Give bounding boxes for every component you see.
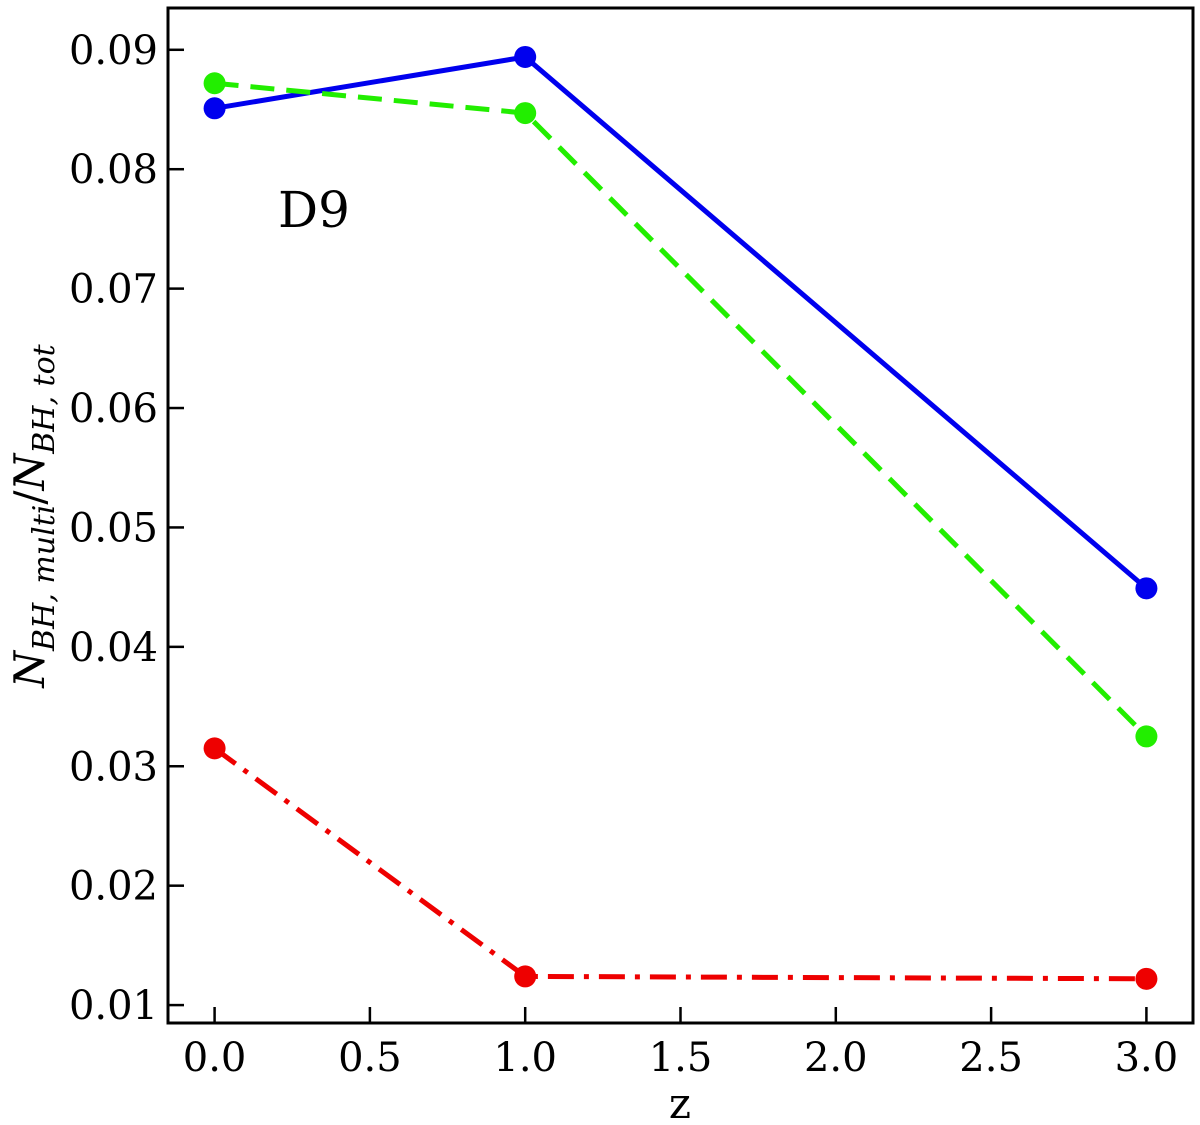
y-label-denominator-base: N — [5, 453, 54, 492]
data-point — [1135, 725, 1158, 748]
y-tick-label: 0.04 — [69, 625, 158, 671]
y-tick-label: 0.09 — [69, 28, 158, 74]
y-tick-label: 0.07 — [69, 267, 158, 313]
x-tick-label: 3.0 — [1115, 1035, 1179, 1081]
series-line-1 — [214, 54, 1149, 591]
x-axis-label: z — [669, 1079, 691, 1125]
x-tick-label: 2.0 — [804, 1035, 868, 1081]
data-point — [203, 737, 226, 760]
plot-frame — [166, 6, 1195, 1025]
y-label-numerator-sub: BH, multi — [27, 505, 62, 652]
y-tick-label: 0.03 — [69, 744, 158, 790]
x-tick-label: 1.5 — [649, 1035, 713, 1081]
y-tick-label: 0.08 — [69, 147, 158, 193]
data-point — [514, 45, 537, 68]
y-tick-label: 0.05 — [69, 505, 158, 551]
data-point — [514, 102, 537, 125]
data-point — [1135, 967, 1158, 990]
data-point — [1135, 577, 1158, 600]
data-point — [514, 965, 537, 988]
data-point — [203, 72, 226, 95]
panel-annotation: D9 — [278, 181, 350, 239]
x-tick-label: 0.0 — [183, 1035, 247, 1081]
x-tick-label: 2.5 — [959, 1035, 1023, 1081]
axis-ticks: 0.0 0.5 1.0 1.5 2.0 2.5 3.0 0.01 0.02 0.03 0.04 0.0… — [69, 28, 1178, 1081]
y-axis-label: NBH, multi/NBH, tot — [5, 343, 62, 688]
series-line-3 — [213, 746, 1147, 982]
y-label-denominator-sub: BH, tot — [27, 343, 62, 454]
x-tick-label: 1.0 — [493, 1035, 557, 1081]
y-tick-label: 0.02 — [69, 864, 158, 910]
series-layer — [203, 45, 1158, 990]
data-point — [203, 97, 226, 120]
x-tick-label: 0.5 — [338, 1035, 402, 1081]
y-label-separator: / — [5, 490, 54, 505]
series-line-2 — [214, 80, 1149, 739]
y-tick-label: 0.06 — [69, 386, 158, 432]
y-label-base: N — [5, 650, 54, 689]
y-tick-label: 0.01 — [69, 983, 158, 1029]
